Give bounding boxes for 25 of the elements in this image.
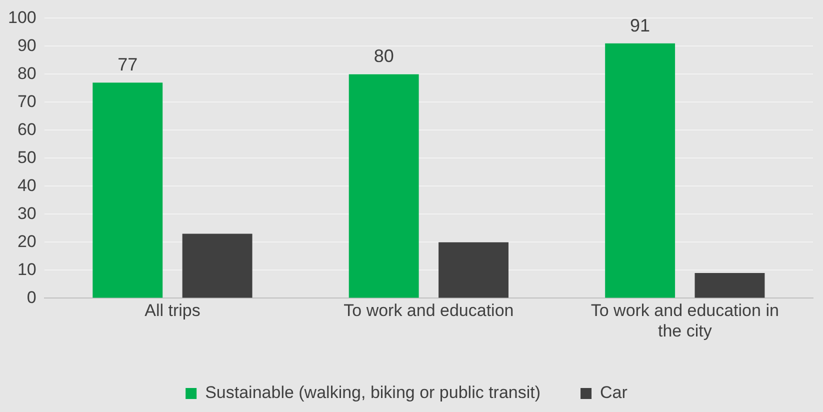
- y-tick-label: 40: [17, 176, 36, 195]
- x-tick-label: To work and education: [344, 301, 514, 320]
- x-tick-label: To work and education in the city: [590, 301, 779, 340]
- y-tick-label: 60: [17, 120, 36, 139]
- y-tick-label: 100: [8, 8, 36, 27]
- y-tick-label: 70: [17, 92, 36, 111]
- bar: [92, 82, 163, 298]
- data-label: 77: [118, 54, 138, 75]
- bar: [438, 242, 508, 298]
- legend-label: Car: [600, 383, 628, 402]
- data-label: 80: [374, 46, 394, 66]
- x-tick-label: All trips: [144, 301, 200, 320]
- data-label: 91: [630, 15, 650, 36]
- y-tick-label: 10: [17, 260, 36, 279]
- legend-label: Sustainable (walking, biking or public transit): [205, 383, 541, 402]
- y-tick-label: 0: [26, 288, 36, 307]
- bar: [694, 273, 765, 298]
- y-tick-label: 90: [17, 36, 36, 55]
- bar: [348, 74, 419, 298]
- bar: [605, 43, 676, 298]
- y-tick-label: 30: [17, 204, 36, 223]
- bar: [182, 234, 252, 298]
- y-tick-label: 50: [17, 148, 36, 167]
- y-tick-label: 20: [17, 232, 36, 251]
- y-tick-label: 80: [17, 64, 36, 83]
